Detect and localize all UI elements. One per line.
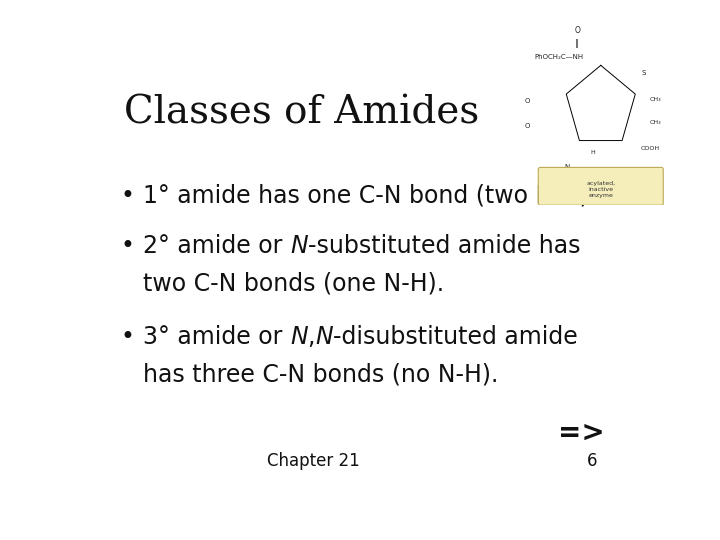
Text: -disubstituted amide: -disubstituted amide <box>333 325 577 349</box>
Text: ,: , <box>307 325 315 349</box>
Text: H: H <box>590 150 595 155</box>
Text: CH₃: CH₃ <box>649 97 661 102</box>
Text: 3° amide or: 3° amide or <box>143 325 290 349</box>
Text: =>: => <box>558 419 604 447</box>
Text: acylated,
inactive
enzyme: acylated, inactive enzyme <box>586 181 616 198</box>
Text: •: • <box>121 234 135 258</box>
Text: Chapter 21: Chapter 21 <box>267 452 359 470</box>
Text: has three C-N bonds (no N-H).: has three C-N bonds (no N-H). <box>143 362 498 387</box>
Text: •: • <box>121 325 135 349</box>
Text: 6: 6 <box>587 452 598 470</box>
Text: CH₃: CH₃ <box>649 119 661 125</box>
Text: Classes of Amides: Classes of Amides <box>125 94 480 131</box>
Text: O: O <box>524 98 529 104</box>
Text: O: O <box>575 26 580 35</box>
Text: PhOCH₂C—NH: PhOCH₂C—NH <box>534 54 583 60</box>
Text: 2° amide or: 2° amide or <box>143 234 290 258</box>
Text: N: N <box>290 234 307 258</box>
Text: -substituted amide has: -substituted amide has <box>307 234 580 258</box>
Text: •: • <box>121 184 135 208</box>
Text: ‖: ‖ <box>575 39 578 48</box>
FancyBboxPatch shape <box>539 167 663 205</box>
Text: S: S <box>641 70 645 76</box>
Text: N: N <box>315 325 333 349</box>
Text: two C-N bonds (one N-H).: two C-N bonds (one N-H). <box>143 271 444 295</box>
Text: N: N <box>564 164 570 171</box>
Text: N: N <box>290 325 307 349</box>
Text: COOH: COOH <box>641 146 660 151</box>
Text: O: O <box>524 123 529 129</box>
Text: 1° amide has one C-N bond (two N-H).: 1° amide has one C-N bond (two N-H). <box>143 184 596 208</box>
